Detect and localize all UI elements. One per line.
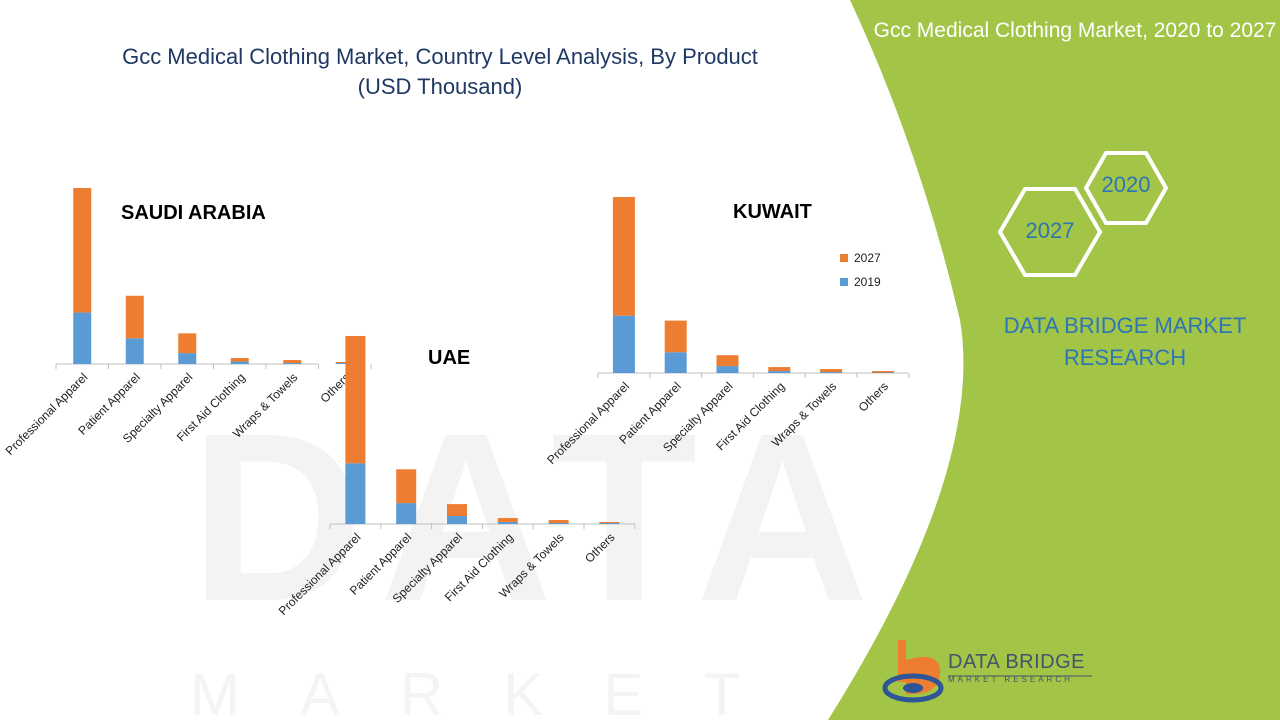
main-title-line1: Gcc Medical Clothing Market, Country Lev… xyxy=(122,44,758,69)
bar-2027-saudi-arabia xyxy=(178,333,197,354)
bar-2019-saudi-arabia xyxy=(283,363,302,364)
legend-swatch-2019 xyxy=(840,278,848,286)
bar-2019-saudi-arabia xyxy=(125,338,144,364)
bar-2027-kuwait xyxy=(768,367,791,372)
bar-2019-kuwait xyxy=(716,366,739,373)
bar-2019-saudi-arabia xyxy=(335,363,354,364)
bar-2019-uae xyxy=(548,523,569,524)
chart-title-saudi-arabia: SAUDI ARABIA xyxy=(121,202,266,224)
bar-2027-saudi-arabia xyxy=(230,358,249,362)
bar-2027-saudi-arabia xyxy=(335,362,354,364)
side-panel-title: Gcc Medical Clothing Market, 2020 to 202… xyxy=(873,19,1277,42)
logo-main-text: DATA BRIDGE xyxy=(948,651,1086,673)
bar-2027-uae xyxy=(599,522,620,524)
chart-title-uae: UAE xyxy=(428,347,471,369)
x-tick-label-uae: Professional Apparel xyxy=(276,530,364,618)
bar-2027-saudi-arabia xyxy=(73,187,92,313)
bar-2027-kuwait xyxy=(871,371,894,373)
x-tick-label-uae: Others xyxy=(582,530,617,565)
x-tick-label-kuwait: Others xyxy=(856,379,891,414)
bar-2019-uae xyxy=(497,522,518,524)
legend-swatch-2027 xyxy=(840,254,848,262)
bar-2019-kuwait xyxy=(768,371,791,373)
green-side-panel xyxy=(828,0,1280,720)
bar-2027-saudi-arabia xyxy=(125,295,144,339)
logo-sub-text: MARKET RESEARCH xyxy=(948,675,1073,684)
main-title-line2: (USD Thousand) xyxy=(357,74,523,99)
bar-2019-kuwait xyxy=(820,372,843,373)
chart-legend: 2027 2019 xyxy=(840,246,881,294)
bar-2027-uae xyxy=(447,504,467,517)
bar-2019-uae xyxy=(345,463,366,524)
logo-text: DATA BRIDGE MARKET RESEARCH xyxy=(948,651,1085,684)
bar-2027-uae xyxy=(396,469,417,504)
bar-2019-kuwait xyxy=(664,352,687,373)
bar-2019-saudi-arabia xyxy=(178,353,197,364)
bar-2027-saudi-arabia xyxy=(283,360,302,364)
legend-label-2019: 2019 xyxy=(854,275,881,289)
bar-2019-saudi-arabia xyxy=(73,312,92,364)
bar-2019-kuwait xyxy=(612,315,635,373)
bar-2019-uae xyxy=(447,516,467,524)
bar-2027-kuwait xyxy=(716,355,739,367)
bar-2019-saudi-arabia xyxy=(230,361,249,364)
x-tick-label-kuwait: Professional Apparel xyxy=(544,379,632,467)
bar-2027-uae xyxy=(497,518,518,523)
bar-2027-uae xyxy=(345,335,366,464)
hex-label-2027: 2027 xyxy=(1025,218,1075,243)
main-title: Gcc Medical Clothing Market, Country Lev… xyxy=(40,42,840,102)
x-tick-label-saudi-arabia: Professional Apparel xyxy=(3,370,91,458)
bar-2027-kuwait xyxy=(612,196,635,316)
chart-title-kuwait: KUWAIT xyxy=(733,201,812,223)
hex-label-2020: 2020 xyxy=(1101,172,1151,197)
bar-2027-kuwait xyxy=(820,369,843,373)
hexagon-2027-icon xyxy=(997,187,1103,277)
legend-item-2019: 2019 xyxy=(840,270,881,294)
brand-text: DATA BRIDGE MARKET RESEARCH xyxy=(1003,313,1247,370)
legend-label-2027: 2027 xyxy=(854,251,881,265)
data-bridge-logo-icon xyxy=(882,640,944,703)
bar-2027-uae xyxy=(548,520,569,524)
bar-2027-kuwait xyxy=(664,320,687,353)
bar-2019-uae xyxy=(396,503,417,524)
bar-2019-uae xyxy=(599,523,620,524)
legend-item-2027: 2027 xyxy=(840,246,881,270)
hexagon-2020-icon xyxy=(1083,151,1169,225)
